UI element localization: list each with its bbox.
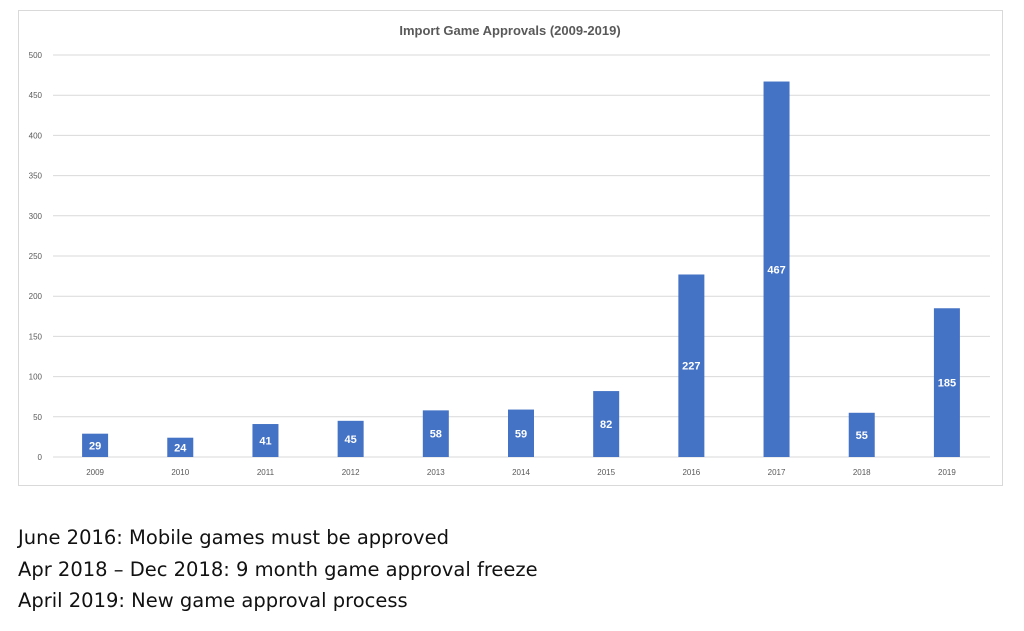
y-tick-label: 450: [29, 91, 43, 100]
x-tick-label: 2018: [853, 468, 871, 477]
x-tick-label: 2012: [342, 468, 360, 477]
bar-chart: Import Game Approvals (2009-2019) 0 50 100…: [29, 23, 990, 477]
y-tick-label: 300: [29, 212, 43, 221]
x-tick-label: 2017: [768, 468, 786, 477]
data-label: 55: [856, 430, 868, 442]
data-label: 59: [515, 428, 527, 440]
bar-2016: [678, 274, 705, 457]
chart-frame: [18, 10, 1003, 486]
x-tick-label: 2014: [512, 468, 530, 477]
y-tick-label: 400: [29, 131, 43, 140]
y-tick-label: 50: [33, 413, 42, 422]
y-tick-label: 500: [29, 51, 43, 60]
chart-title: Import Game Approvals (2009-2019): [399, 23, 620, 38]
data-label: 58: [430, 429, 442, 441]
data-label: 82: [600, 419, 612, 431]
data-label: 24: [174, 442, 187, 454]
note-approval-freeze: Apr 2018 – Dec 2018: 9 month game approv…: [18, 557, 538, 581]
data-label: 467: [767, 264, 785, 276]
bar-2009: [82, 433, 109, 457]
data-label: 45: [345, 434, 357, 446]
bar-2015: [593, 391, 620, 457]
x-tick-label: 2019: [938, 468, 956, 477]
bar-2010: [167, 437, 194, 457]
y-tick-label: 0: [38, 453, 43, 462]
data-label: 185: [938, 378, 956, 390]
bar-2018: [848, 412, 875, 457]
x-tick-label: 2016: [682, 468, 700, 477]
bar-2019: [933, 308, 960, 457]
y-tick-label: 100: [29, 373, 43, 382]
x-tick-label: 2013: [427, 468, 445, 477]
annotations: June 2016: Mobile games must be approved…: [18, 522, 538, 617]
note-mobile-approval: June 2016: Mobile games must be approved: [18, 526, 449, 549]
bar-2011: [252, 424, 279, 457]
data-label: 29: [89, 440, 101, 452]
y-tick-label: 250: [29, 252, 43, 261]
y-tick-label: 150: [29, 332, 43, 341]
data-label: 41: [259, 436, 271, 448]
bar-2013: [422, 410, 449, 457]
bar-2014: [508, 409, 534, 457]
bar-2012: [337, 420, 364, 457]
y-tick-label: 200: [29, 292, 43, 301]
x-tick-label: 2010: [171, 468, 189, 477]
x-tick-label: 2011: [257, 468, 275, 477]
data-label: 227: [682, 361, 700, 373]
x-tick-label: 2009: [86, 468, 104, 477]
x-tick-label: 2015: [597, 468, 615, 477]
note-new-process: April 2019: New game approval process: [18, 589, 408, 612]
y-tick-label: 350: [29, 172, 43, 181]
bar-2017: [763, 81, 790, 458]
